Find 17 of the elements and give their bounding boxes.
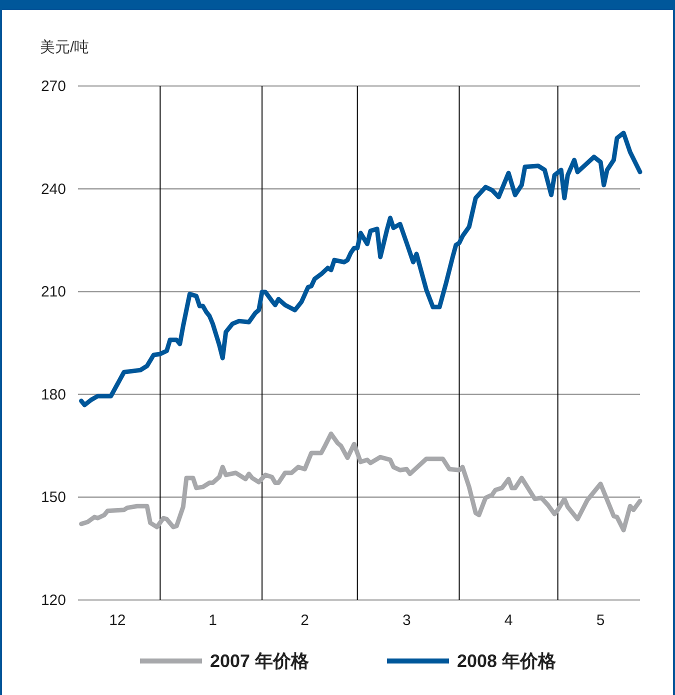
legend-label: 2007 年价格 [210,651,310,671]
x-tick-label: 2 [300,612,309,629]
y-tick-label: 180 [40,386,66,404]
x-tick-label: 12 [109,612,126,629]
y-tick-label: 150 [40,489,66,506]
x-tick-label: 1 [208,612,217,629]
legend-label: 2008 年价格 [457,651,558,671]
x-tick-label: 3 [402,612,411,629]
y-tick-label: 270 [40,78,66,95]
x-tick-label: 4 [504,612,513,629]
y-tick-label: 210 [40,284,66,301]
y-axis-title: 美元/吨 [40,39,90,56]
line-series [79,432,642,532]
line-series [79,130,642,408]
x-tick-label: 5 [596,612,605,629]
y-tick-label: 240 [40,180,66,198]
y-tick-label: 120 [40,592,66,609]
